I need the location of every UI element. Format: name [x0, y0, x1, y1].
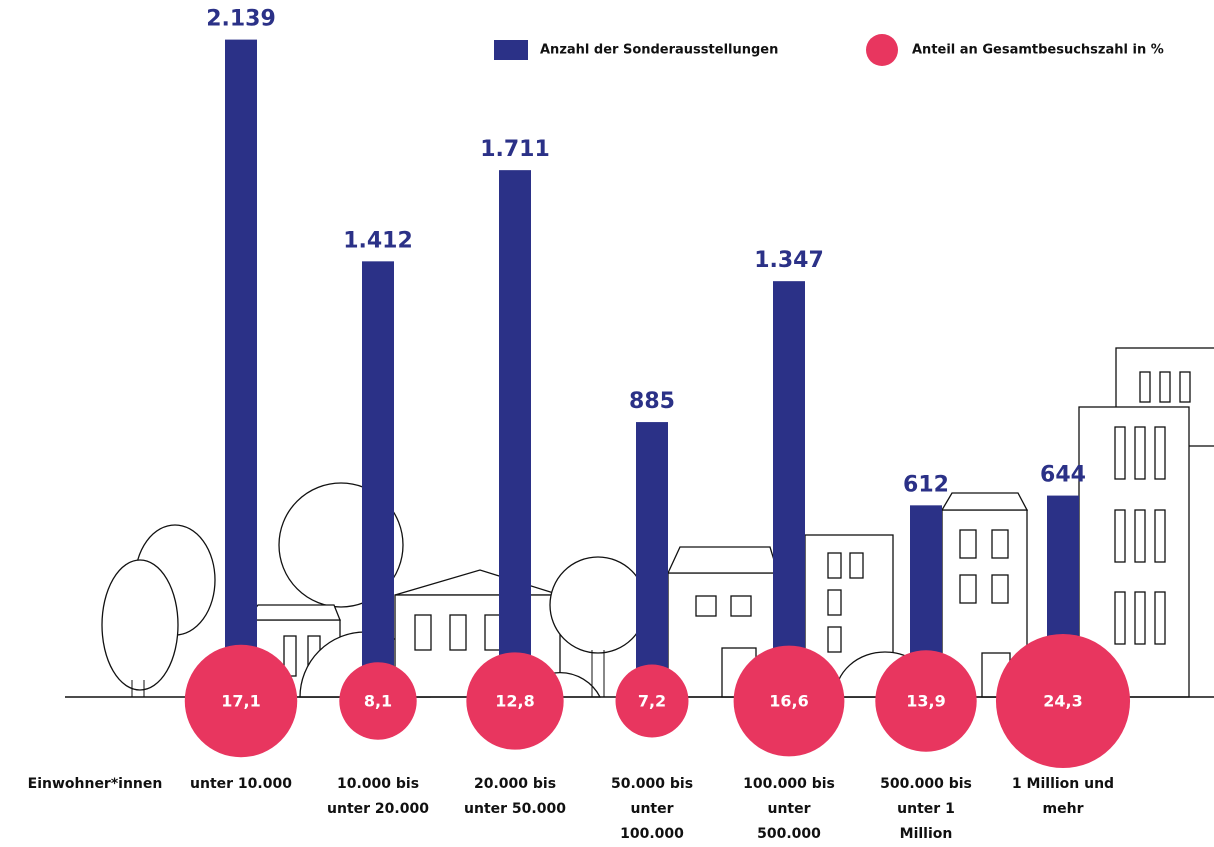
bar-value-label: 885 — [629, 389, 675, 414]
bar — [499, 170, 531, 692]
bar — [225, 39, 257, 693]
bubble-value-label: 13,9 — [906, 692, 945, 711]
bubble — [875, 650, 977, 752]
bubble-value-label: 24,3 — [1043, 692, 1082, 711]
x-tick-label: 20.000 bis unter 50.000 — [464, 776, 566, 817]
bar — [636, 422, 668, 692]
bar-value-label: 1.412 — [343, 228, 413, 253]
bar-value-label: 1.347 — [754, 248, 824, 273]
bubble — [733, 645, 845, 757]
legend-swatch — [866, 34, 898, 66]
x-tick-label: 10.000 bis unter 20.000 — [327, 776, 429, 817]
legend-label: Anzahl der Sonderausstellungen — [540, 43, 778, 58]
bar — [362, 261, 394, 692]
bar — [773, 281, 805, 692]
bubble-value-label: 7,2 — [638, 692, 666, 711]
bubble — [995, 633, 1131, 769]
bar-value-label: 612 — [903, 472, 949, 497]
x-tick-label: unter 10.000 — [190, 776, 292, 792]
bar-value-label: 2.139 — [206, 7, 276, 32]
bubble-value-label: 12,8 — [495, 692, 534, 711]
bar-value-label: 1.711 — [480, 137, 550, 162]
bubble-value-label: 8,1 — [364, 692, 392, 711]
x-axis-label: Einwohner*innen — [27, 776, 163, 792]
bubble — [466, 652, 564, 750]
x-tick-label: 100.000 bis unter 500.000 — [743, 776, 835, 842]
x-tick-label: 1 Million und mehr — [1011, 776, 1115, 817]
legend-swatch — [494, 40, 528, 60]
bubble — [184, 644, 298, 758]
bubble — [615, 664, 689, 738]
x-tick-label: 50.000 bis unter 100.000 — [610, 776, 694, 842]
bubble-value-label: 16,6 — [769, 692, 808, 711]
bubble-value-label: 17,1 — [221, 692, 260, 711]
x-tick-label: 500.000 bis unter 1 Million — [880, 776, 972, 842]
bar-value-label: 644 — [1040, 463, 1086, 488]
bubble — [339, 662, 417, 740]
legend-label: Anteil an Gesamtbesuchszahl in % — [912, 43, 1164, 58]
